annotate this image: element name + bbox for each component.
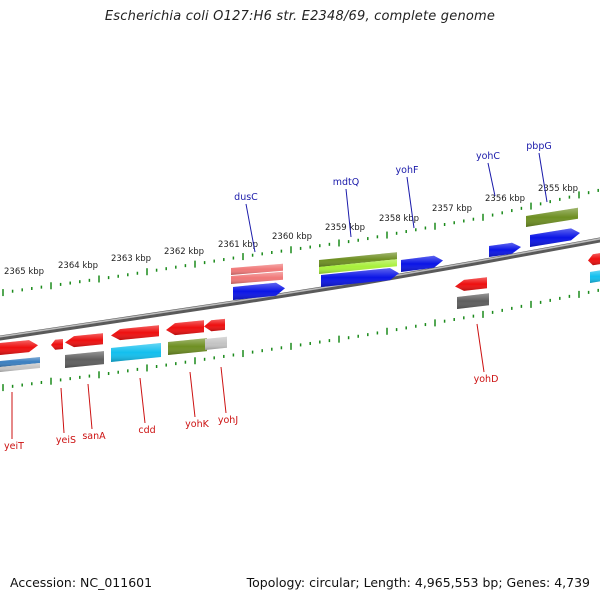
gene-feature-gray	[457, 293, 489, 309]
ruler-label: 2359 kbp	[325, 223, 365, 233]
ruler-label: 2355 kbp	[538, 184, 578, 194]
gene-label-yohJ: yohJ	[218, 415, 238, 426]
ruler-label: 2362 kbp	[164, 247, 204, 257]
gene-feature-lightgray	[205, 336, 227, 350]
gene-leader-line	[220, 366, 227, 414]
gene-label-yeiS: yeiS	[56, 435, 76, 446]
gene-feature-olive	[526, 207, 578, 227]
gene-feature-red	[0, 340, 38, 355]
accession-text: Accession: NC_011601	[10, 575, 153, 590]
ruler-label: 2360 kbp	[272, 232, 312, 242]
genome-backbone	[0, 237, 600, 341]
gene-leader-line	[345, 188, 352, 238]
gene-leader-line	[245, 203, 256, 253]
gene-label-cdd: cdd	[138, 425, 155, 436]
gene-label-mdtQ: mdtQ	[333, 177, 360, 188]
ruler-label: 2357 kbp	[432, 204, 472, 214]
gene-label-yohC: yohC	[476, 151, 500, 162]
gene-feature-lime	[319, 259, 397, 274]
gene-leader-line	[406, 176, 415, 229]
gene-feature-blue	[489, 242, 521, 257]
gene-feature-cyan	[111, 343, 161, 362]
gene-leader-line	[538, 152, 548, 203]
gene-feature-red	[51, 339, 63, 350]
gene-feature-gray	[65, 351, 104, 368]
ruler-label: 2358 kbp	[379, 214, 419, 224]
inner-ruler	[2, 288, 599, 392]
gene-feature-salmon	[231, 263, 283, 275]
gene-label-pbpG: pbpG	[526, 141, 551, 152]
outer-ruler	[2, 188, 599, 297]
feature-layer	[0, 207, 600, 372]
gene-label-yohF: yohF	[396, 165, 419, 176]
gene-feature-steel	[0, 357, 40, 367]
label-layer: 2365 kbp 2364 kbp 2363 kbp 2362 kbp 2361 kbp…	[4, 141, 578, 452]
gene-label-dusC: dusC	[234, 192, 258, 203]
gene-feature-olive	[168, 338, 207, 355]
gene-feature-red	[455, 277, 487, 291]
gene-leader-line	[87, 383, 93, 430]
gene-label-yeiT: yeiT	[4, 441, 24, 452]
ruler-layer	[2, 188, 599, 392]
gene-label-yohD: yohD	[474, 374, 499, 385]
genome-info-text: Topology: circular; Length: 4,965,553 bp…	[246, 575, 590, 590]
gene-leader-line	[60, 387, 65, 434]
gene-feature-lightgray	[0, 363, 40, 372]
gene-feature-red	[166, 320, 204, 336]
gene-feature-red	[65, 333, 103, 348]
gene-leader-line	[476, 323, 485, 373]
gene-leader-line	[189, 371, 196, 418]
gene-leader-line	[139, 377, 146, 424]
ruler-label: 2363 kbp	[111, 254, 151, 264]
backbone-layer	[0, 237, 600, 341]
gene-label-sanA: sanA	[82, 431, 106, 442]
gene-feature-red	[588, 253, 600, 266]
ruler-label: 2361 kbp	[218, 240, 258, 250]
genome-backbone-highlight	[0, 238, 600, 338]
map-title: Escherichia coli O127:H6 str. E2348/69, …	[104, 9, 496, 24]
ruler-label: 2365 kbp	[4, 267, 44, 277]
gene-feature-blue	[530, 228, 580, 247]
gene-feature-blue	[233, 282, 285, 300]
gene-feature-blue	[401, 255, 443, 272]
gene-feature-red	[111, 325, 159, 341]
gene-feature-olive	[319, 252, 397, 267]
gene-feature-cyan	[590, 270, 600, 283]
gene-label-yohK: yohK	[185, 419, 209, 430]
ruler-label: 2364 kbp	[58, 261, 98, 271]
gene-feature-red	[204, 318, 225, 332]
gene-feature-salmon-light	[231, 271, 283, 284]
gene-leader-line	[487, 162, 496, 197]
ruler-label: 2356 kbp	[485, 194, 525, 204]
gene-feature-blue	[321, 268, 399, 287]
